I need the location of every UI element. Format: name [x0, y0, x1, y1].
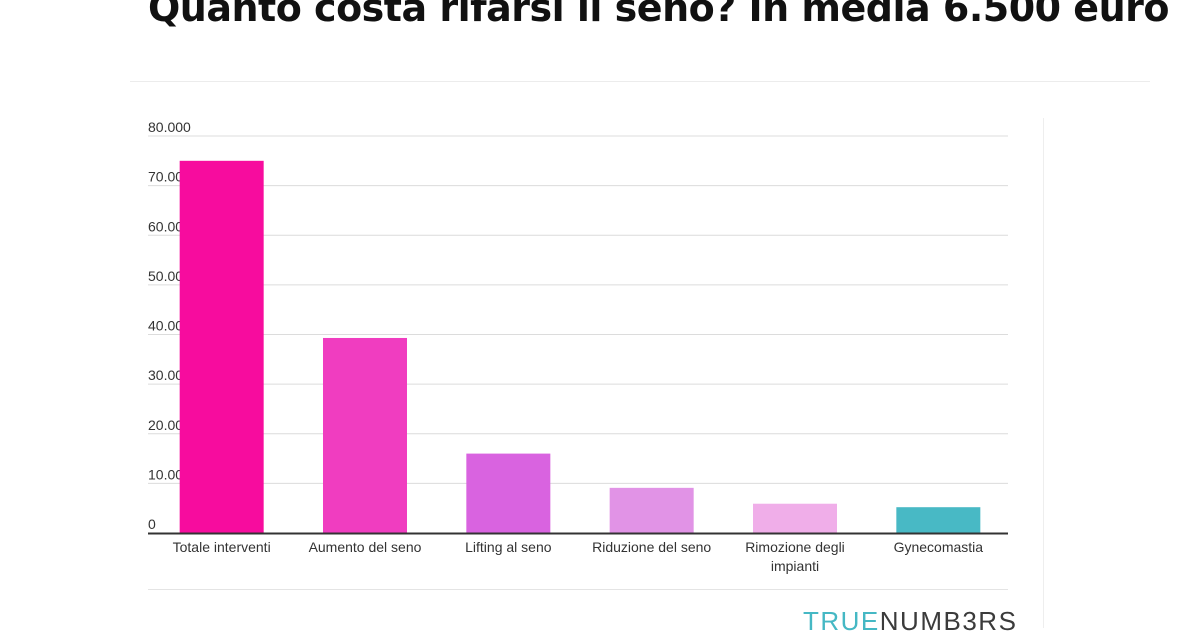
brand-logo: TRUENUMB3RS	[803, 606, 1017, 637]
bar	[609, 487, 694, 533]
y-tick-label: 0	[148, 516, 156, 532]
bars	[179, 160, 981, 533]
brand-logo-numbers: NUMB3RS	[879, 606, 1018, 636]
header-divider	[130, 81, 1150, 82]
x-tick-label: Lifting al seno	[465, 539, 552, 555]
bar	[179, 160, 264, 533]
headline: Quanto costa rifarsi il seno? In media 6…	[148, 0, 1169, 30]
x-tick-label: Riduzione del seno	[592, 539, 711, 555]
x-axis-labels: Totale interventi Aumento del seno Lifting…	[173, 539, 984, 574]
x-tick-label: Gynecomastia	[894, 539, 984, 555]
y-tick-label: 80.000	[148, 119, 191, 135]
bar	[753, 503, 837, 533]
x-tick-label: Totale interventi	[173, 539, 271, 555]
brand-logo-true: TRUE	[803, 606, 880, 636]
bar	[323, 337, 407, 533]
x-tick-label: Rimozione degli impianti	[745, 539, 845, 574]
bar	[896, 507, 981, 533]
side-divider	[1043, 118, 1044, 628]
gridlines	[148, 135, 1008, 484]
footer-divider	[148, 589, 1008, 590]
x-tick-label: Aumento del seno	[309, 539, 422, 555]
bar	[466, 453, 551, 533]
